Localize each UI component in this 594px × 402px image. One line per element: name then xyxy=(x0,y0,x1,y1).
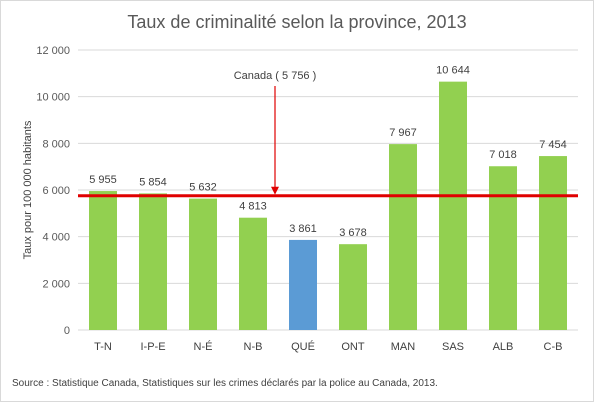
y-tick-label: 6 000 xyxy=(42,185,70,197)
data-label: 4 813 xyxy=(239,201,267,213)
x-tick-label: MAN xyxy=(391,341,416,353)
y-tick-label: 12 000 xyxy=(36,45,70,57)
chart-title: Taux de criminalité selon la province, 2… xyxy=(127,12,466,32)
data-label: 5 955 xyxy=(89,174,117,186)
reference-line-group: Canada ( 5 756 ) xyxy=(78,70,578,198)
x-axis-categories: T-N I-P-E N-É N-B QUÉ ONT MAN SAS ALB C-B xyxy=(94,340,562,353)
x-tick-label: I-P-E xyxy=(140,341,165,353)
x-tick-label: ALB xyxy=(493,341,514,353)
bar-N-B xyxy=(239,217,267,330)
bar-MAN xyxy=(389,144,417,330)
x-tick-label: ONT xyxy=(341,341,365,353)
data-label: 5 632 xyxy=(189,182,217,194)
data-label: 7 454 xyxy=(539,139,567,151)
bar-ALB xyxy=(489,166,517,330)
y-tick-label: 10 000 xyxy=(36,92,70,104)
data-label: 7 967 xyxy=(389,127,417,139)
data-label: 5 854 xyxy=(139,176,167,188)
bar-ONT xyxy=(339,244,367,330)
data-label: 10 644 xyxy=(436,65,470,77)
x-tick-label: T-N xyxy=(94,341,112,353)
x-tick-label: QUÉ xyxy=(291,340,315,353)
y-tick-label: 2 000 xyxy=(42,278,70,290)
data-labels: 5 955 5 854 5 632 4 813 3 861 3 678 7 967 10 64… xyxy=(89,65,567,240)
data-label: 7 018 xyxy=(489,149,517,161)
bars xyxy=(89,81,567,330)
bar-SAS xyxy=(439,81,467,330)
data-label: 3 678 xyxy=(339,227,367,239)
bar-I-P-E xyxy=(139,193,167,330)
x-tick-label: C-B xyxy=(544,341,563,353)
y-tick-label: 8 000 xyxy=(42,138,70,150)
x-tick-label: N-É xyxy=(194,340,213,353)
reference-label: Canada ( 5 756 ) xyxy=(234,70,317,82)
y-axis-label: Taux pour 100 000 habitants xyxy=(22,120,34,259)
source-note: Source : Statistique Canada, Statistique… xyxy=(12,378,438,389)
y-axis-ticks: 0 2 000 4 000 6 000 8 000 10 000 12 000 xyxy=(36,45,70,337)
y-tick-label: 4 000 xyxy=(42,232,70,244)
x-tick-label: N-B xyxy=(244,341,263,353)
x-tick-label: SAS xyxy=(442,341,464,353)
data-label: 3 861 xyxy=(289,223,317,235)
bar-N-É xyxy=(189,198,217,330)
bar-C-B xyxy=(539,156,567,330)
bar-QUÉ xyxy=(289,239,317,330)
y-tick-label: 0 xyxy=(64,325,70,337)
bar-T-N xyxy=(89,191,117,330)
